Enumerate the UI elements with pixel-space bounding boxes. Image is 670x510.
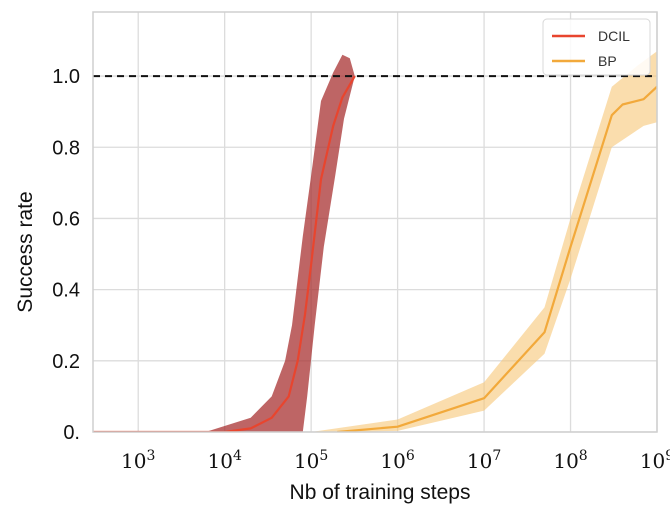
x-tick-base: 10 [207, 449, 232, 473]
legend-label-dcil: DCIL [598, 28, 630, 44]
x-tick-exponent: 5 [319, 448, 328, 464]
x-tick-label: 105 [294, 448, 328, 473]
x-tick-exponent: 8 [579, 448, 588, 464]
x-tick-label: 106 [380, 448, 414, 473]
x-tick-label: 103 [121, 448, 155, 473]
x-tick-exponent: 6 [406, 448, 415, 464]
y-tick-label: 0.8 [52, 137, 80, 159]
x-tick-exponent: 4 [233, 448, 242, 464]
plot-area [93, 51, 657, 432]
band-dcil [206, 55, 355, 432]
x-tick-base: 10 [294, 449, 319, 473]
x-tick-label: 109 [640, 448, 670, 473]
y-axis-label: Success rate [14, 191, 37, 312]
x-tick-base: 10 [640, 449, 665, 473]
x-tick-exponent: 3 [146, 448, 155, 464]
x-tick-base: 10 [380, 449, 405, 473]
x-axis-label: Nb of training steps [290, 481, 471, 504]
y-tick-label: 0. [63, 422, 80, 444]
x-tick-base: 10 [121, 449, 146, 473]
x-tick-base: 10 [553, 449, 578, 473]
x-tick-base: 10 [467, 449, 492, 473]
y-tick-label: 1.0 [52, 66, 80, 88]
x-tick-exponent: 9 [665, 448, 670, 464]
legend: DCIL BP [543, 19, 650, 75]
x-tick-label: 104 [207, 448, 241, 473]
x-tick-label: 108 [553, 448, 587, 473]
legend-label-bp: BP [598, 53, 617, 69]
x-tick-exponent: 7 [492, 448, 501, 464]
legend-box [543, 19, 650, 75]
x-tick-label: 107 [467, 448, 501, 473]
y-tick-label: 0.2 [52, 351, 80, 373]
y-tick-label: 0.4 [52, 280, 80, 302]
y-tick-label: 0.6 [52, 208, 80, 230]
